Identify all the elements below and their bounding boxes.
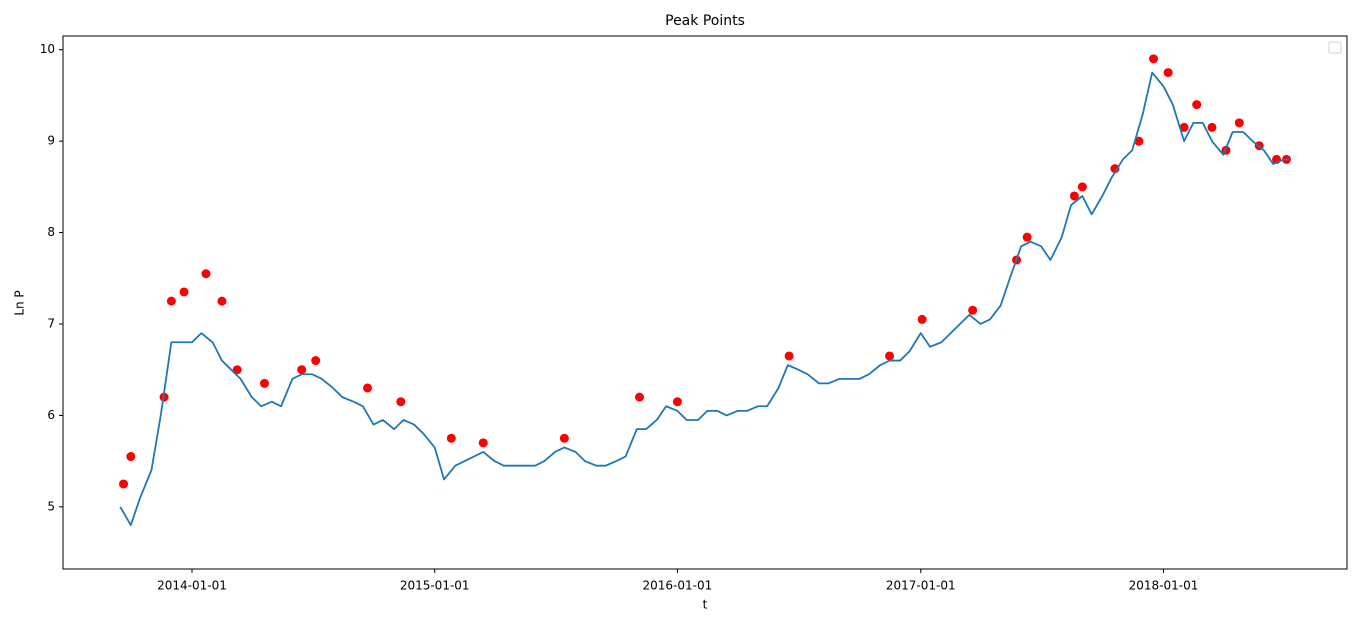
peak-point	[1022, 232, 1032, 242]
plot-frame	[62, 35, 1348, 570]
peak-point	[311, 356, 321, 366]
peak-point	[126, 452, 136, 462]
peak-point	[217, 296, 227, 306]
x-tick-label: 2016-01-01	[643, 579, 713, 593]
y-tick-label: 6	[47, 408, 55, 422]
peak-point	[259, 378, 269, 388]
peak-point	[784, 351, 794, 361]
y-tick-label: 9	[47, 134, 55, 148]
x-tick-label: 2014-01-01	[157, 579, 227, 593]
peak-point	[1192, 100, 1202, 110]
peak-point	[478, 438, 488, 448]
peak-point	[179, 287, 189, 297]
peak-point	[672, 397, 682, 407]
legend	[1328, 41, 1342, 54]
price-line	[119, 71, 1290, 527]
x-axis-label: t	[703, 598, 708, 612]
x-tick-label: 2017-01-01	[886, 579, 956, 593]
peak-point	[1163, 68, 1173, 78]
peak-point	[297, 365, 307, 375]
peak-point	[396, 397, 406, 407]
y-tick-label: 7	[47, 316, 55, 330]
peak-point	[166, 296, 176, 306]
chart-title: Peak Points	[665, 13, 745, 29]
peak-point	[1234, 118, 1244, 128]
peak-point	[1207, 122, 1217, 132]
peak-point	[635, 392, 645, 402]
peak-point	[968, 305, 978, 315]
peak-point	[917, 314, 927, 324]
peak-point	[446, 433, 456, 443]
peak-point	[232, 365, 242, 375]
peak-point	[363, 383, 373, 393]
peak-point	[1179, 122, 1189, 132]
y-tick-label: 8	[47, 225, 55, 239]
peak-point	[201, 269, 211, 279]
peak-point	[119, 479, 129, 489]
peak-point	[1069, 191, 1079, 201]
peak-point	[1134, 136, 1144, 146]
peak-point	[885, 351, 895, 361]
x-tick-label: 2018-01-01	[1129, 579, 1199, 593]
y-tick-label: 5	[47, 499, 55, 513]
peak-point	[1110, 164, 1120, 174]
peak-point	[1077, 182, 1087, 192]
x-tick-label: 2015-01-01	[400, 579, 470, 593]
y-axis-label: Ln P	[13, 290, 27, 315]
y-tick-label: 10	[40, 42, 55, 56]
peak-point	[559, 433, 569, 443]
peak-point	[1149, 54, 1159, 64]
